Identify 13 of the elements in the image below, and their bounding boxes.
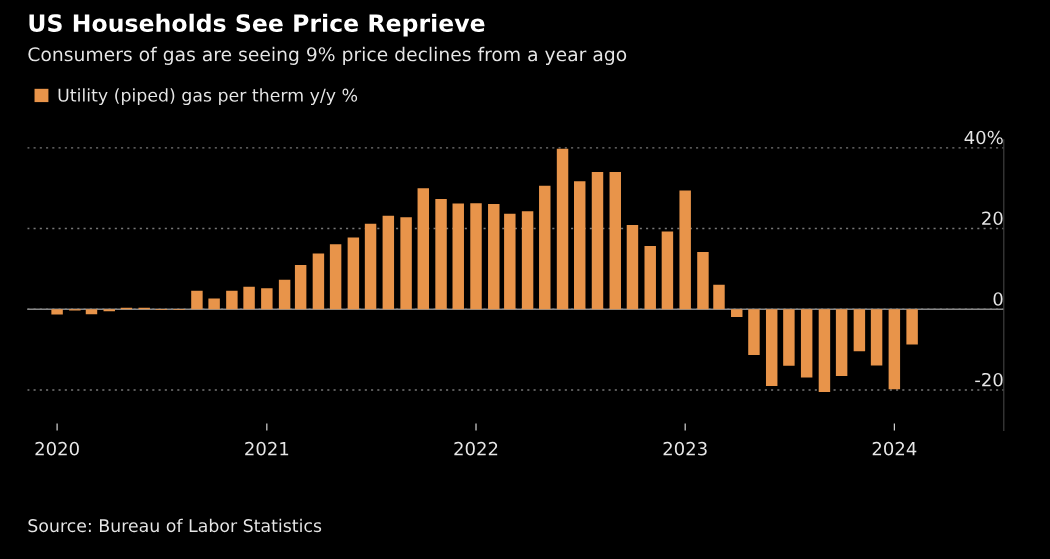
chart-subtitle: Consumers of gas are seeing 9% price declines from a year ago — [28, 46, 627, 65]
x-tick-label: 2022 — [454, 441, 498, 456]
y-tick-label: 40% — [964, 130, 1003, 145]
y-tick-label: 0 — [993, 292, 1003, 306]
x-tick-label: 2021 — [245, 441, 289, 456]
y-tick-label: 20 — [982, 211, 1003, 226]
chart-title: US Households See Price Reprieve — [29, 13, 485, 37]
legend-label: Utility (piped) gas per therm y/y % — [58, 88, 358, 106]
source-note: Source: Bureau of Labor Statistics — [28, 518, 322, 533]
x-tick-label: 2024 — [872, 441, 917, 456]
x-tick-label: 2020 — [35, 441, 79, 456]
x-tick-label: 2023 — [663, 441, 707, 456]
y-tick-label: -20 — [975, 372, 1003, 387]
